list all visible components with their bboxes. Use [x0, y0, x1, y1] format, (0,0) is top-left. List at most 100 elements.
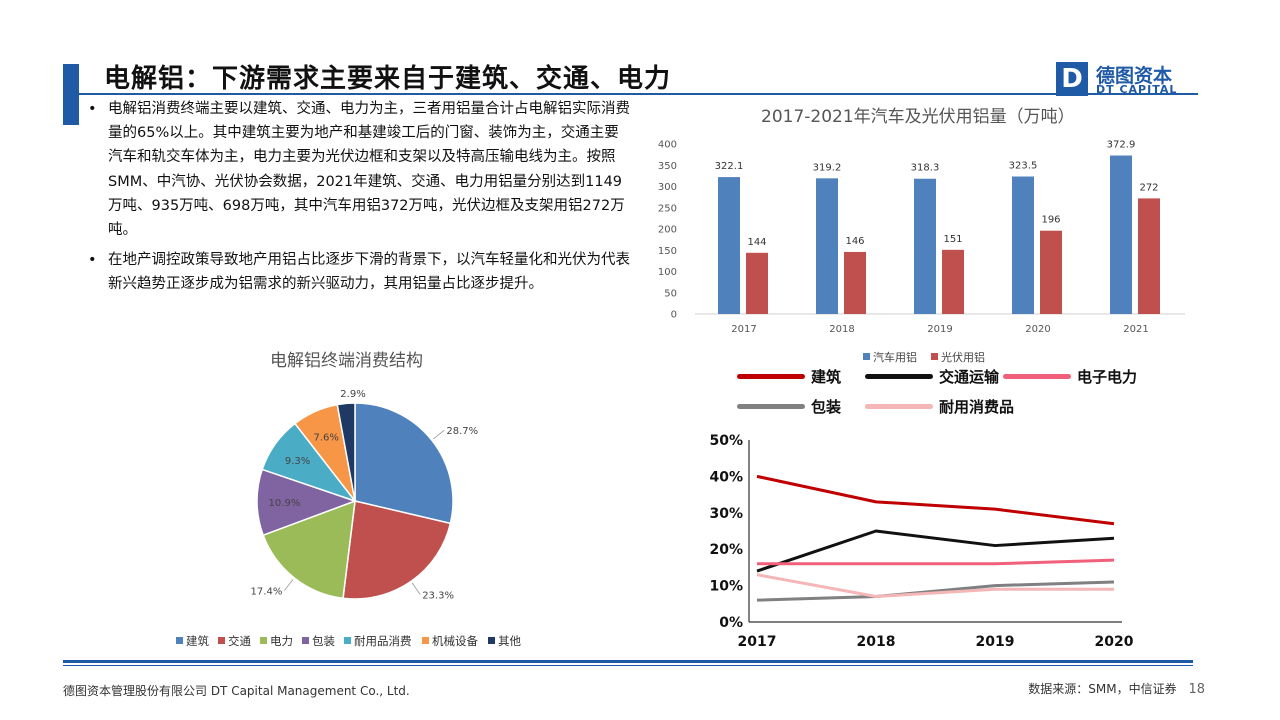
legend-swatch: [218, 637, 225, 644]
logo-cn-text: 德图资本: [1096, 65, 1173, 87]
line-series: [756, 474, 1115, 526]
logo-mark: D: [1056, 62, 1088, 96]
legend-label: 建筑: [811, 368, 842, 386]
line-chart-legend: 建筑 交通运输 电子电力 包装 耐用消费品: [737, 366, 1177, 418]
bar-data-label: 151: [943, 234, 962, 245]
y-tick-label: 20%: [709, 542, 743, 558]
bar-data-label: 196: [1041, 215, 1060, 226]
line-series: [756, 580, 1115, 602]
x-tick-label: 2020: [1025, 324, 1050, 335]
x-tick-label: 2020: [1095, 634, 1134, 650]
pie-slice: [262, 499, 356, 600]
pie-slice: [336, 402, 356, 502]
legend-swatch: [865, 404, 933, 409]
legend-label: 耐用品消费: [354, 634, 412, 648]
x-tick-label: 2018: [857, 634, 896, 650]
legend-label: 光伏用铝: [941, 350, 985, 364]
company-logo: D 德图资本 DT CAPITAL: [1056, 62, 1186, 98]
bar-pv: [942, 249, 964, 314]
legend-label: 包装: [811, 398, 842, 416]
pie-slice: [342, 500, 452, 600]
legend-item-电子电力: 电子电力: [1003, 366, 1137, 387]
page-number: 18: [1188, 682, 1205, 697]
x-tick-label: 2018: [829, 324, 854, 335]
y-tick-label: 30%: [709, 506, 743, 522]
legend-label: 其他: [498, 634, 521, 648]
footer-source: 数据来源：SMM，中信证券 18: [1028, 680, 1205, 697]
y-tick-label: 150: [658, 246, 677, 257]
legend-swatch: [260, 637, 267, 644]
legend-swatch: [344, 637, 351, 644]
x-tick-label: 2017: [738, 634, 777, 650]
y-tick-label: 350: [658, 161, 677, 172]
pie-value-label: 23.3%: [422, 591, 454, 602]
pie-leader-line: [284, 579, 294, 591]
y-tick-label: 10%: [709, 579, 743, 595]
bar-pv: [1040, 230, 1062, 314]
bar-data-label: 144: [747, 237, 766, 248]
legend-swatch: [422, 637, 429, 644]
bar-auto: [1110, 155, 1132, 314]
bar-chart-title: 2017-2021年汽车及光伏用铝量（万吨）: [761, 107, 1075, 127]
bar-data-label: 372.9: [1107, 140, 1136, 151]
legend-item-交通运输: 交通运输: [865, 366, 999, 387]
legend-label: 耐用消费品: [939, 398, 1015, 416]
pie-leader-line: [433, 429, 445, 440]
pie-slice: [354, 402, 454, 525]
y-tick-label: 200: [658, 225, 677, 236]
bullet-dot: •: [88, 252, 97, 269]
pie-value-label: 10.9%: [269, 498, 301, 509]
x-tick-label: 2019: [927, 324, 952, 335]
legend-label: 电力: [270, 634, 293, 648]
y-tick-label: 250: [658, 203, 677, 214]
bar-chart: 0 50 100 150 200 250 300 350 400 322.1 144 2017 319.…: [658, 140, 1185, 364]
y-tick-label: 100: [658, 267, 677, 278]
legend-swatch: [931, 353, 938, 360]
source-text: 数据来源：SMM，中信证券: [1028, 682, 1177, 696]
bar-data-label: 146: [845, 236, 864, 247]
line-chart: 0% 10% 20% 30% 40% 50% 2017 2018 2019 2020: [709, 433, 1134, 650]
bar-data-label: 318.3: [911, 163, 940, 174]
bar-pv: [746, 252, 768, 314]
y-tick-label: 0: [671, 310, 677, 321]
y-tick-label: 400: [658, 140, 677, 151]
legend-item-包装: 包装: [737, 396, 841, 417]
legend-swatch: [737, 404, 805, 409]
legend-item-建筑: 建筑: [737, 366, 841, 387]
bar-data-label: 319.2: [813, 162, 842, 173]
x-tick-label: 2021: [1123, 324, 1148, 335]
legend-swatch: [1003, 374, 1071, 379]
page-title: 电解铝：下游需求主要来自于建筑、交通、电力: [104, 64, 672, 94]
title-divider: [78, 93, 1198, 95]
line-series: [756, 573, 1114, 599]
bullet-list: • 电解铝消费终端主要以建筑、交通、电力为主，三者用铝量合计占电解铝实际消费量的…: [86, 97, 630, 303]
pie-slice: [256, 468, 358, 537]
pie-value-label: 9.3%: [285, 456, 310, 467]
bar-auto: [914, 178, 936, 314]
pie-value-label: 28.7%: [446, 426, 478, 437]
legend-label: 建筑: [186, 634, 209, 648]
bar-data-label: 272: [1139, 182, 1158, 193]
y-tick-label: 40%: [709, 469, 743, 485]
bullet-text: 在地产调控政策导致地产用铝占比逐步下滑的背景下，以汽车轻量化和光伏为代表新兴趋势…: [108, 252, 630, 293]
x-tick-label: 2017: [731, 324, 756, 335]
legend-swatch: [737, 374, 805, 379]
line-series: [757, 558, 1115, 566]
bar-pv: [1138, 198, 1160, 314]
legend-label: 包装: [312, 634, 335, 648]
legend-label: 机械设备: [432, 634, 478, 648]
legend-item-耐用消费品: 耐用消费品: [865, 396, 1014, 417]
y-tick-label: 0%: [719, 615, 743, 631]
legend-swatch: [865, 374, 933, 379]
legend-label: 交通运输: [939, 368, 1000, 386]
bullet-item: • 电解铝消费终端主要以建筑、交通、电力为主，三者用铝量合计占电解铝实际消费量的…: [86, 97, 630, 242]
bar-auto: [1012, 176, 1034, 314]
title-accent-bar: [63, 64, 79, 125]
bar-data-label: 322.1: [715, 161, 744, 172]
pie-value-label: 7.6%: [313, 433, 338, 444]
legend-swatch: [863, 353, 870, 360]
pie-leader-line: [411, 582, 421, 595]
legend-swatch: [302, 637, 309, 644]
bar-data-label: 323.5: [1009, 161, 1038, 172]
legend-label: 电子电力: [1077, 368, 1138, 386]
